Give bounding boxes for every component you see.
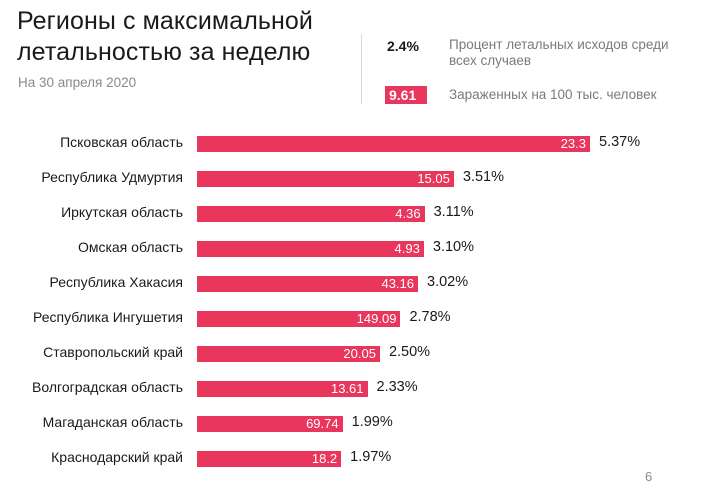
percent-label: 2.50% (388, 344, 431, 360)
category-label: Ставропольский край (43, 344, 183, 360)
bar-value-label: 15.05 (417, 171, 450, 186)
percent-label: 3.11% (433, 204, 474, 220)
bar: 15.05 (197, 171, 454, 187)
bar-row: Республика Удмуртия 15.05 3.51% (0, 161, 715, 196)
category-label: Волгоградская область (32, 379, 183, 395)
bar-row: Республика Ингушетия 149.09 2.78% (0, 301, 715, 336)
bar-value-label: 69.74 (306, 416, 339, 431)
bar-row: Ставропольский край 20.05 2.50% (0, 336, 715, 371)
percent-label: 2.33% (376, 379, 418, 395)
bar: 43.16 (197, 276, 419, 292)
bar-value-label: 23.3 (560, 136, 586, 151)
percent-label: 1.99% (351, 414, 393, 430)
bar-value-label: 13.61 (330, 381, 364, 396)
bar-value-label: 4.36 (395, 206, 421, 221)
legend-bar-example: 9.61 (389, 87, 417, 103)
bar: 13.61 (197, 381, 368, 397)
category-label: Магаданская область (42, 414, 183, 430)
legend-pct-example: 2.4% (387, 38, 419, 54)
percent-label: 3.10% (432, 239, 474, 255)
legend-pct-text: Процент летальных исходов среди всех слу… (449, 37, 669, 68)
category-label: Республика Удмуртия (41, 169, 183, 185)
category-label: Краснодарский край (51, 449, 183, 465)
category-label: Омская область (77, 239, 183, 255)
bar-row: Республика Хакасия 43.16 3.02% (0, 266, 715, 301)
legend-divider (361, 34, 362, 104)
bar: 20.05 (197, 346, 380, 362)
category-label: Иркутская область (61, 204, 183, 220)
bar: 18.2 (197, 451, 342, 467)
category-label: Республика Хакасия (49, 274, 183, 290)
bar-value-label: 20.05 (343, 346, 376, 361)
page-number: 6 (645, 469, 653, 484)
bar-row: Краснодарский край 18.2 1.97% (0, 441, 715, 476)
bar: 149.09 (197, 311, 401, 327)
bar-row: Магаданская область 69.74 1.99% (0, 406, 715, 441)
bar: 4.36 (197, 206, 425, 222)
chart-title: Регионы с максимальной летальностью за н… (17, 7, 313, 66)
bar-row: Иркутская область 4.36 3.11% (0, 196, 715, 231)
percent-label: 2.78% (409, 309, 451, 325)
bar-value-label: 18.2 (311, 451, 338, 466)
legend-bar-swatch: 9.61 (385, 86, 427, 104)
bar-value-label: 43.16 (381, 276, 415, 291)
bar-row: Волгоградская область 13.61 2.33% (0, 371, 715, 406)
category-label: Псковская область (60, 134, 183, 150)
bar-chart: Псковская область 23.3 5.37% Республика Удм… (0, 126, 715, 486)
bar: 23.3 (197, 136, 590, 152)
bar-row: Псковская область 23.3 5.37% (0, 126, 715, 161)
percent-label: 1.97% (350, 449, 392, 465)
percent-label: 3.02% (427, 274, 469, 290)
bar-row: Омская область 4.93 3.10% (0, 231, 715, 266)
bar: 4.93 (197, 241, 424, 257)
chart-subtitle: На 30 апреля 2020 (18, 75, 137, 90)
percent-label: 5.37% (599, 134, 641, 150)
bar-value-label: 4.93 (394, 241, 420, 256)
bar-value-label: 149.09 (356, 311, 397, 326)
percent-label: 3.51% (462, 169, 504, 185)
bar: 69.74 (197, 416, 343, 432)
category-label: Республика Ингушетия (32, 309, 183, 325)
legend-bar-text: Зараженных на 100 тыс. человек (449, 87, 657, 102)
